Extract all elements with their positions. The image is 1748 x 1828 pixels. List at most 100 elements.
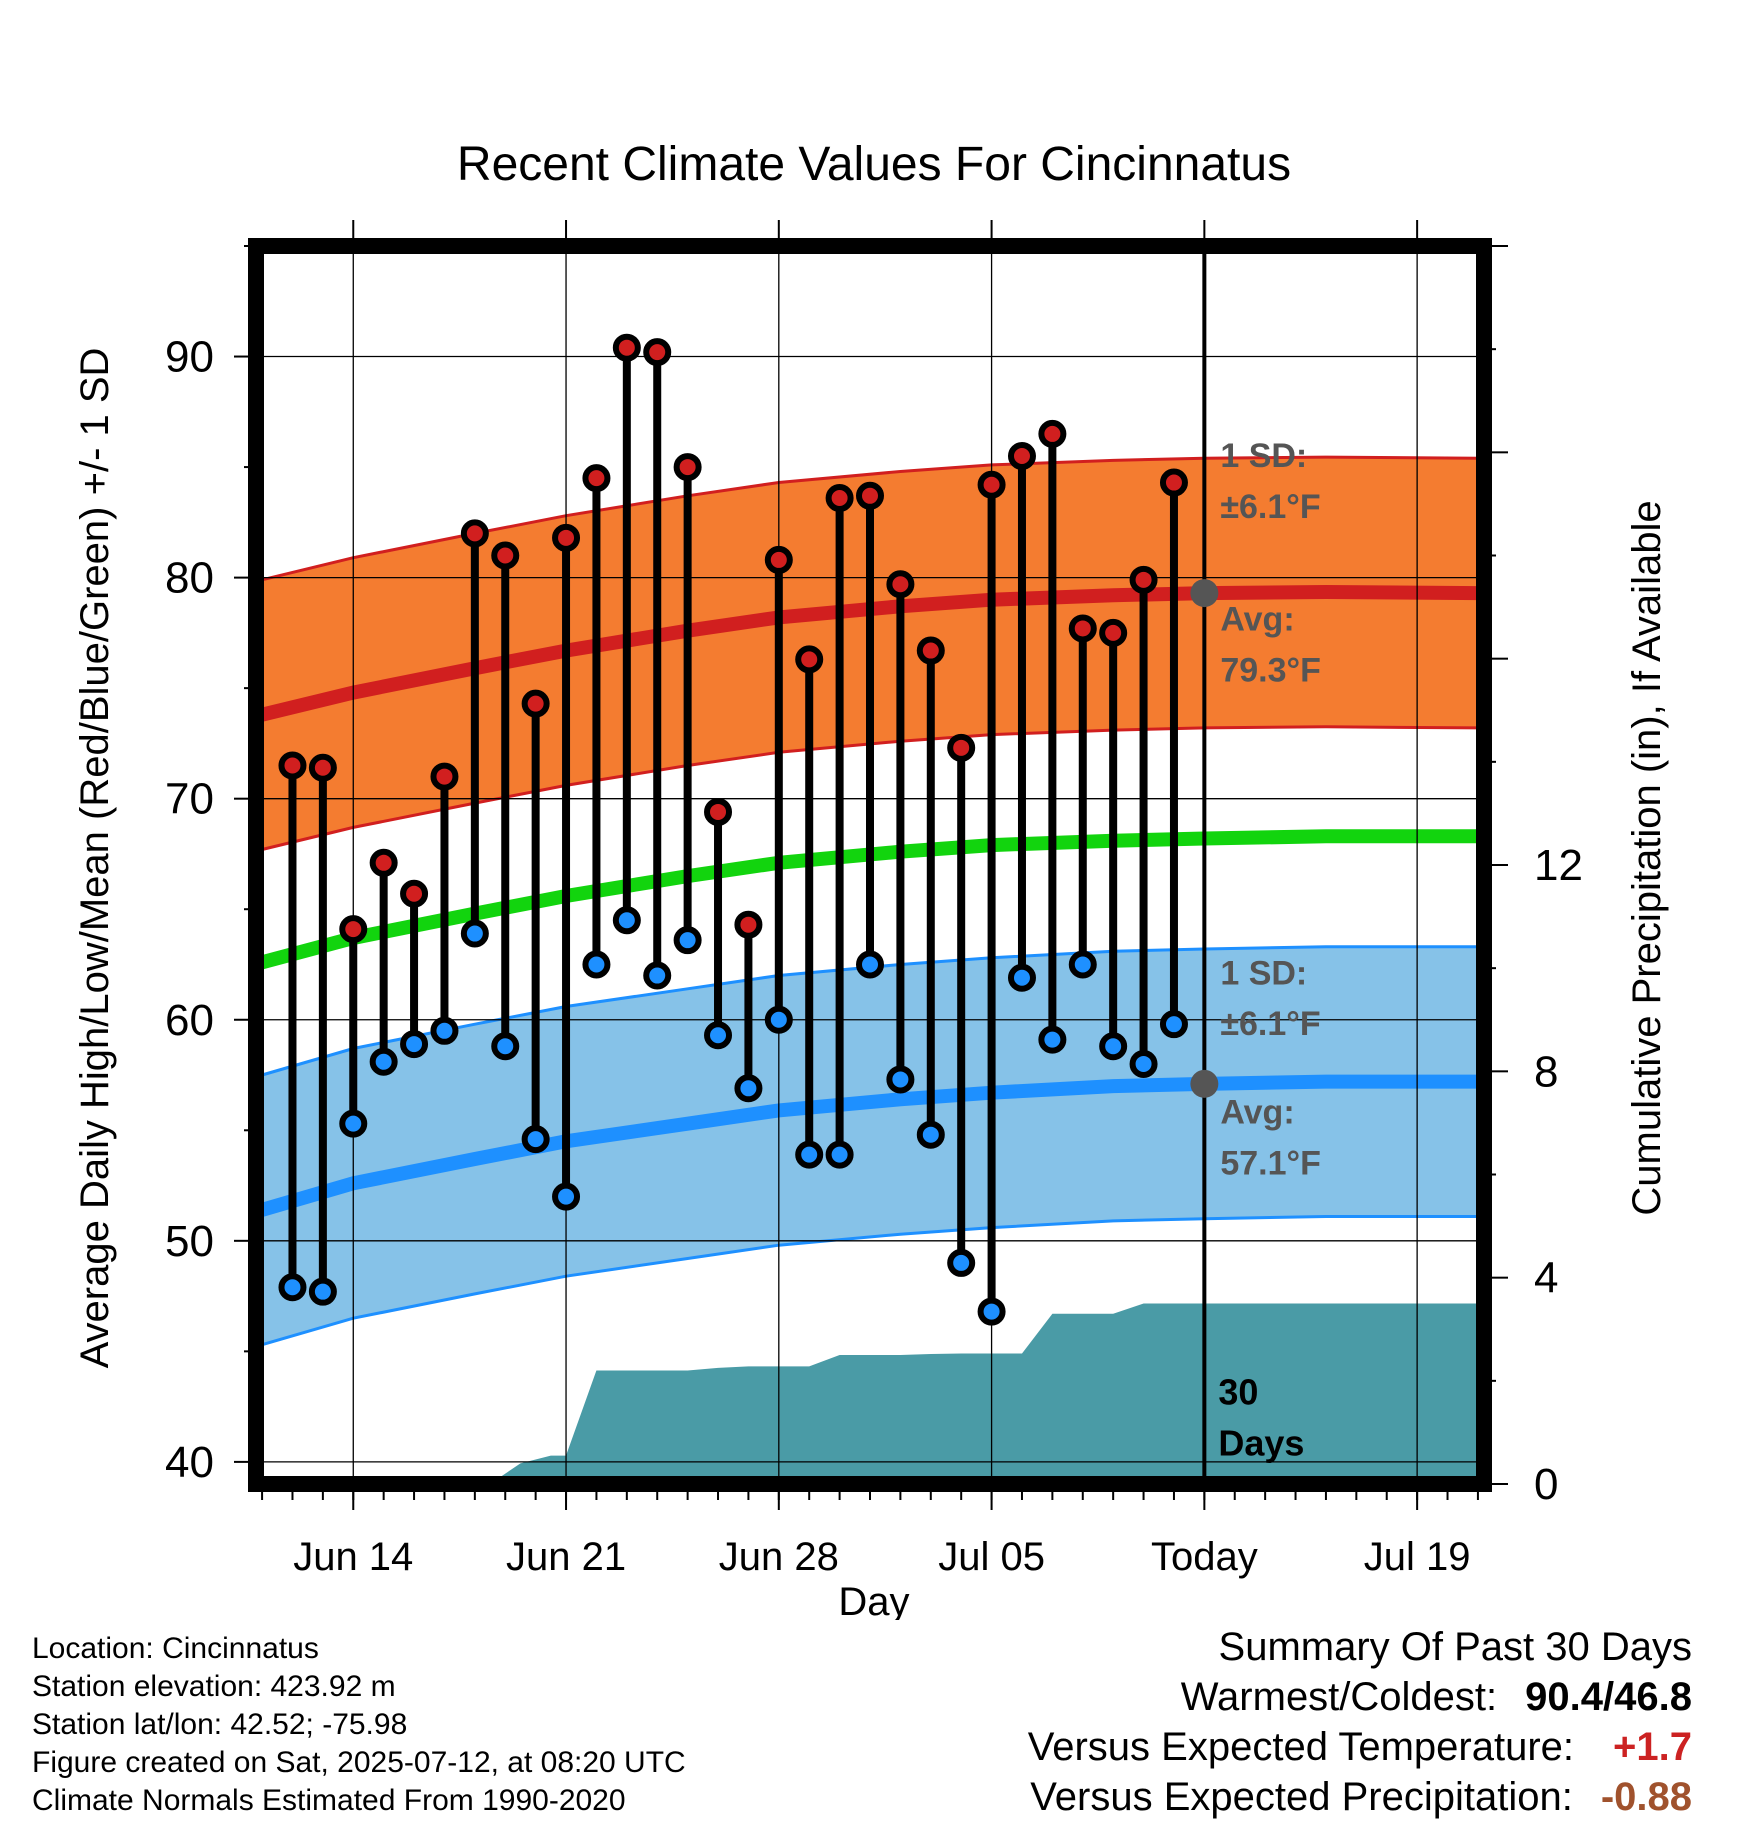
daily-low-point (308, 1277, 337, 1306)
daily-high-point (825, 484, 854, 513)
daily-low-point (673, 926, 702, 955)
x-tick-label: Jul 05 (938, 1535, 1045, 1579)
y-left-tick-label: 70 (165, 775, 214, 824)
summary-panel: Summary Of Past 30 Days Warmest/Coldest:… (1028, 1622, 1692, 1822)
y-left-tick-label: 80 (165, 554, 214, 603)
daily-high-point (643, 338, 672, 367)
daily-high-point (977, 470, 1006, 499)
warm-cold-separator: / (1603, 1675, 1615, 1719)
daily-low-point (734, 1074, 763, 1103)
low-avg-label: Avg: (1220, 1094, 1294, 1132)
daily-low-point (643, 961, 672, 990)
today-low-avg-marker (1190, 1069, 1219, 1098)
y-left-tick-label: 40 (165, 1438, 214, 1487)
daily-high-point (430, 762, 459, 791)
daily-high-point (916, 636, 945, 665)
daily-high-point (552, 523, 581, 552)
low-avg-value: 57.1°F (1220, 1145, 1321, 1183)
daily-high-point (308, 753, 337, 782)
daily-high-point (1129, 565, 1158, 594)
daily-low-point (339, 1109, 368, 1138)
daily-high-point (764, 545, 793, 574)
daily-low-point (795, 1140, 824, 1169)
daily-high-point (400, 879, 429, 908)
daily-high-point (369, 848, 398, 877)
daily-low-point (1129, 1049, 1158, 1078)
daily-low-point (552, 1182, 581, 1211)
chart-title: Recent Climate Values For Cincinnatus (457, 138, 1291, 191)
y-left-tick-label: 90 (165, 333, 214, 382)
y-axis-label-left: Average Daily High/Low/Mean (Red/Blue/Gr… (73, 348, 117, 1369)
daily-high-point (521, 689, 550, 718)
precip-anomaly-label: Versus Expected Precipitation: (1030, 1775, 1573, 1819)
daily-high-point (704, 797, 733, 826)
high-sd-label: 1 SD: (1220, 437, 1307, 475)
daily-low-point (612, 906, 641, 935)
y-right-tick-label: 12 (1534, 841, 1583, 890)
info-normals: Climate Normals Estimated From 1990-2020 (32, 1784, 626, 1817)
x-tick-label: Jul 19 (1364, 1535, 1471, 1579)
y-right-tick-label: 4 (1534, 1254, 1558, 1303)
warm-cold-label: Warmest/Coldest: (1180, 1675, 1498, 1719)
daily-high-point (1068, 614, 1097, 643)
daily-high-point (1159, 468, 1188, 497)
daily-high-point (673, 453, 702, 482)
x-tick-label: Jun 14 (293, 1535, 413, 1579)
y-left-tick-label: 60 (165, 996, 214, 1045)
warmest-value: 90.4 (1525, 1675, 1604, 1719)
low-sd-label: 1 SD: (1220, 954, 1307, 992)
high-band-upper-edge (261, 455, 1478, 582)
high-avg-label: Avg: (1220, 601, 1294, 639)
y-axis-label-right: Cumulative Precipitation (in), If Availa… (1625, 500, 1669, 1215)
daily-low-point (825, 1140, 854, 1169)
daily-low-point (947, 1248, 976, 1277)
x-tick-label: Jun 21 (506, 1535, 626, 1579)
daily-low-point (1068, 950, 1097, 979)
daily-low-point (369, 1047, 398, 1076)
daily-low-point (430, 1016, 459, 1045)
precipitation-area (256, 1303, 1484, 1484)
info-created: Figure created on Sat, 2025-07-12, at 08… (32, 1746, 686, 1779)
daily-low-point (1007, 963, 1036, 992)
daily-high-point (339, 915, 368, 944)
x-axis-label: Day (838, 1580, 909, 1620)
y-left-tick-label: 50 (165, 1217, 214, 1266)
low-sd-value: ±6.1°F (1220, 1005, 1320, 1043)
daily-low-point (916, 1120, 945, 1149)
daily-low-point (460, 919, 489, 948)
daily-high-point (856, 481, 884, 510)
daily-low-point (582, 950, 611, 979)
daily-low-point (521, 1125, 550, 1154)
days-window-number: 30 (1218, 1371, 1258, 1412)
x-tick-label: Today (1151, 1535, 1258, 1579)
y-right-tick-label: 8 (1534, 1047, 1558, 1096)
daily-high-point (795, 645, 824, 674)
daily-high-point (886, 570, 915, 599)
station-info: Location: Cincinnatus Station elevation:… (32, 1630, 686, 1820)
daily-high-point (947, 733, 976, 762)
daily-high-point (1007, 442, 1036, 471)
plot-area: 1 SD: ±6.1°F Avg: 79.3°F 1 SD: ±6.1°F Avg: 57.1… (165, 220, 1583, 1579)
daily-low-point (1159, 1010, 1188, 1039)
temp-anomaly-value: +1.7 (1613, 1725, 1692, 1769)
daily-low-point (977, 1297, 1006, 1326)
daily-high-point (460, 519, 489, 548)
high-sd-value: ±6.1°F (1220, 488, 1320, 526)
daily-low-point (491, 1032, 520, 1061)
daily-low-point (886, 1065, 915, 1094)
info-location: Location: Cincinnatus (32, 1632, 319, 1665)
plot-frame (248, 238, 1492, 1492)
daily-high-point (612, 333, 641, 362)
daily-high-point (278, 751, 307, 780)
high-avg-value: 79.3°F (1220, 652, 1321, 690)
coldest-value: 46.8 (1614, 1675, 1692, 1719)
precip-anomaly-value: -0.88 (1600, 1775, 1692, 1819)
climate-chart: Recent Climate Values For Cincinnatus 1 … (73, 138, 1669, 1620)
daily-high-point (1038, 419, 1067, 448)
daily-low-point (278, 1273, 307, 1302)
daily-high-point (491, 541, 520, 570)
info-latlon: Station lat/lon: 42.52; -75.98 (32, 1708, 408, 1741)
daily-high-point (734, 910, 763, 939)
daily-low-point (400, 1030, 429, 1059)
daily-low-point (1099, 1032, 1128, 1061)
